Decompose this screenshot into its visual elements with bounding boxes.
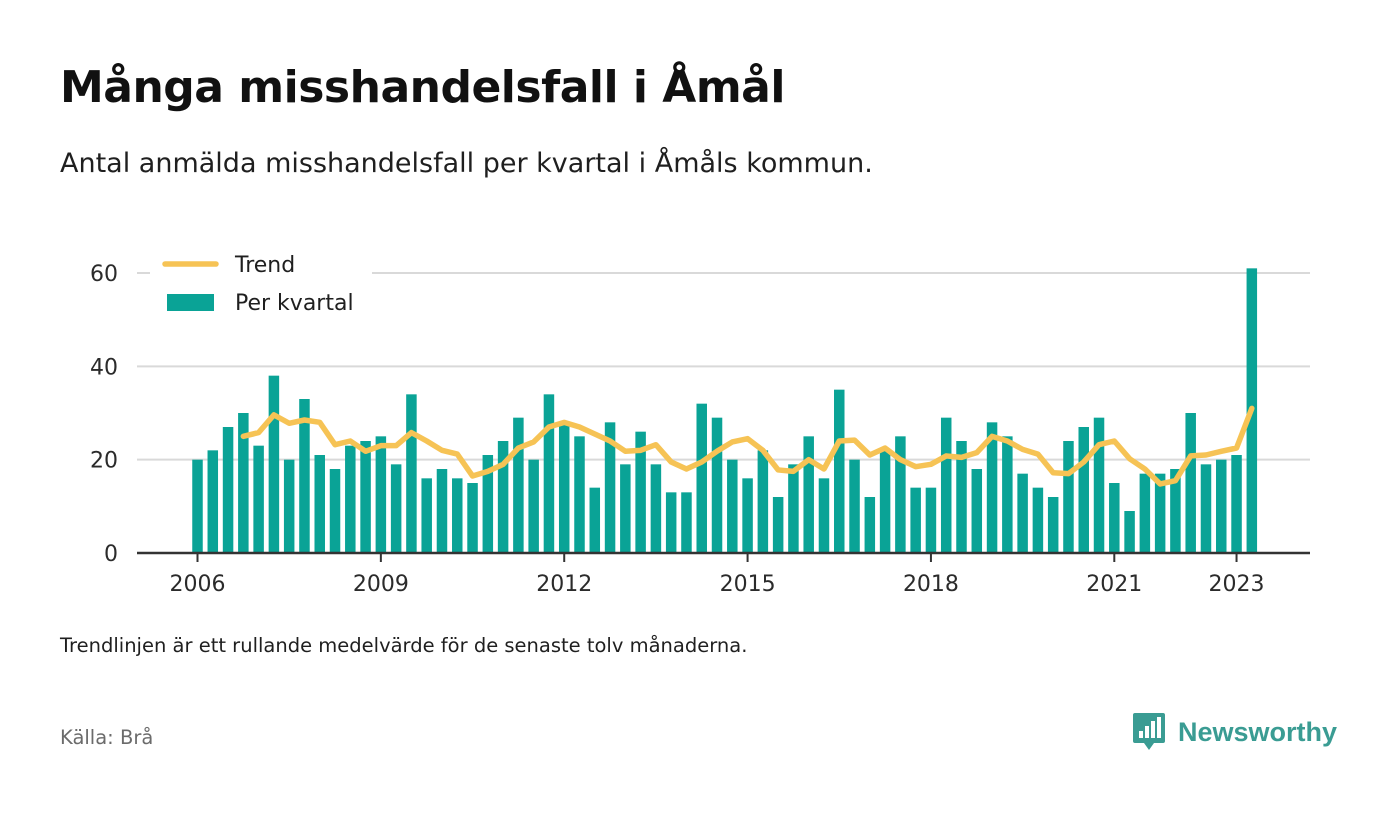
bar[interactable] [574,436,585,553]
bar[interactable] [803,436,814,553]
y-tick-label-0: 0 [104,542,118,567]
bar[interactable] [253,445,264,553]
bar[interactable] [635,431,646,553]
x-tick-label-2023: 2023 [1209,572,1265,597]
bar[interactable] [421,478,432,553]
bar[interactable] [207,450,219,553]
bar-series-per-kvartal [192,268,1258,553]
bar[interactable] [1170,469,1181,553]
bar[interactable] [268,375,280,553]
y-axis-tick-labels: 0 20 40 60 [90,262,118,567]
bar[interactable] [390,464,402,553]
bar[interactable] [849,459,860,553]
bar[interactable] [727,459,738,553]
bar[interactable] [222,427,234,553]
source-label: Källa: Brå [60,726,154,749]
bar[interactable] [1047,497,1059,553]
bar[interactable] [345,445,356,553]
bar[interactable] [1078,427,1089,553]
bar[interactable] [360,441,371,553]
bar[interactable] [772,497,784,553]
bar[interactable] [604,422,616,553]
chart-title: Många misshandelsfall i Åmål [60,62,785,113]
bar[interactable] [925,487,937,553]
x-tick-label-2018: 2018 [903,572,959,597]
bar[interactable] [696,403,707,553]
bar[interactable] [589,487,601,553]
x-tick-label-2006: 2006 [170,572,226,597]
bar[interactable] [1216,459,1227,553]
brand-name: Newsworthy [1178,716,1338,747]
bar[interactable] [329,469,341,553]
bar[interactable] [436,469,448,553]
bar[interactable] [1185,413,1196,553]
legend-label-trend: Trend [234,253,295,278]
footnote: Trendlinjen är ett rullande medelvärde f… [60,634,748,657]
bar[interactable] [1200,464,1212,553]
bar[interactable] [1063,441,1074,553]
bar[interactable] [834,389,845,553]
x-tick-label-2021: 2021 [1086,572,1142,597]
bar[interactable] [1154,473,1166,553]
bar[interactable] [895,436,906,553]
bar[interactable] [1139,473,1151,553]
legend-swatch-per-kvartal [167,294,214,311]
bar[interactable] [314,455,325,553]
bar[interactable] [1093,417,1105,553]
legend: Trend Per kvartal [150,250,372,322]
bar[interactable] [620,464,631,553]
bar[interactable] [513,417,524,553]
bar[interactable] [528,459,539,553]
bar[interactable] [650,464,662,553]
bar[interactable] [757,450,769,553]
chart-subtitle: Antal anmälda misshandelsfall per kvarta… [60,148,873,179]
bar[interactable] [956,441,967,553]
y-tick-label-40: 40 [90,355,118,380]
trend-line [240,405,1255,487]
x-tick-label-2015: 2015 [720,572,776,597]
bar[interactable] [406,394,417,553]
bar[interactable] [1124,511,1135,553]
bar[interactable] [375,436,387,553]
bar[interactable] [1032,487,1044,553]
x-tick-label-2012: 2012 [536,572,592,597]
legend-label-per-kvartal: Per kvartal [235,291,354,316]
bar[interactable] [452,478,463,553]
bar[interactable] [283,459,295,553]
bar[interactable] [971,469,983,553]
bar[interactable] [742,478,753,553]
y-tick-label-60: 60 [90,262,118,287]
bar[interactable] [910,487,921,553]
brand-logo[interactable]: Newsworthy [1132,712,1337,752]
bar[interactable] [879,450,891,553]
y-tick-label-20: 20 [90,449,118,474]
bar[interactable] [497,441,509,553]
bar[interactable] [558,422,570,553]
bar[interactable] [864,497,876,553]
bar[interactable] [1017,473,1028,553]
bar[interactable] [1231,455,1242,553]
bar[interactable] [788,464,799,553]
bar[interactable] [467,483,478,553]
bar[interactable] [299,399,310,553]
newsworthy-logo-icon [1133,713,1165,750]
bar[interactable] [940,417,952,553]
bar[interactable] [238,413,249,553]
x-tick-label-2009: 2009 [353,572,409,597]
bar[interactable] [665,492,677,553]
bar[interactable] [681,492,692,553]
bar[interactable] [192,459,203,553]
bar[interactable] [818,478,830,553]
bar[interactable] [1109,483,1120,553]
x-axis-tick-labels: 2006 2009 2012 2015 2018 2021 2023 [170,553,1265,597]
bar[interactable] [711,417,723,553]
bar[interactable] [1002,436,1013,553]
bar[interactable] [482,455,494,553]
bar[interactable] [543,394,555,553]
bar[interactable] [986,422,998,553]
